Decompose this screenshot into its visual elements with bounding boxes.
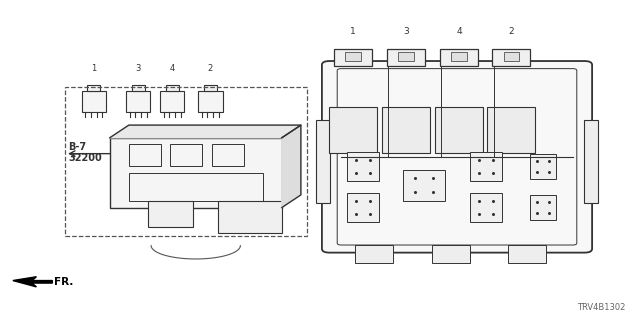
Polygon shape	[282, 125, 301, 208]
Bar	[584, 120, 598, 203]
Bar	[334, 49, 372, 67]
Bar	[346, 52, 361, 61]
Bar	[470, 193, 502, 222]
Polygon shape	[13, 277, 52, 287]
Bar	[132, 85, 145, 91]
Bar	[347, 193, 379, 222]
Bar	[129, 144, 161, 166]
Bar	[347, 152, 379, 180]
Text: B-7: B-7	[68, 142, 86, 152]
Bar	[504, 52, 519, 61]
Bar	[355, 245, 394, 263]
Text: TRV4B1302: TRV4B1302	[577, 303, 626, 312]
Bar	[440, 49, 478, 67]
Bar	[435, 107, 483, 153]
Bar	[218, 201, 282, 233]
Text: 1: 1	[350, 27, 356, 36]
Bar	[65, 87, 307, 236]
Text: 3: 3	[136, 64, 141, 73]
Bar	[126, 91, 150, 112]
Text: 4: 4	[456, 27, 461, 36]
Bar	[382, 107, 430, 153]
Text: 32200: 32200	[68, 153, 102, 164]
Bar	[198, 91, 223, 112]
Bar	[531, 195, 556, 220]
Text: 2: 2	[508, 27, 514, 36]
Bar	[403, 170, 445, 201]
Bar	[531, 154, 556, 179]
Bar	[82, 91, 106, 112]
Bar	[87, 85, 100, 91]
Bar	[109, 138, 282, 208]
Text: FR.: FR.	[54, 277, 74, 287]
Text: 4: 4	[170, 64, 175, 73]
Bar	[160, 91, 184, 112]
Bar	[316, 120, 330, 203]
Bar	[170, 144, 202, 166]
Bar	[166, 85, 179, 91]
Bar	[129, 173, 262, 201]
Bar	[492, 49, 531, 67]
Bar	[204, 85, 217, 91]
FancyBboxPatch shape	[322, 61, 592, 252]
Bar	[487, 107, 535, 153]
Bar	[387, 49, 425, 67]
Bar	[212, 144, 244, 166]
Bar	[470, 152, 502, 180]
Bar	[148, 201, 193, 227]
Bar	[329, 107, 377, 153]
Bar	[398, 52, 413, 61]
Polygon shape	[109, 125, 301, 138]
Bar	[508, 245, 546, 263]
Text: 3: 3	[403, 27, 409, 36]
Text: 2: 2	[208, 64, 213, 73]
Bar	[431, 245, 470, 263]
Text: 1: 1	[91, 64, 97, 73]
Bar	[451, 52, 467, 61]
